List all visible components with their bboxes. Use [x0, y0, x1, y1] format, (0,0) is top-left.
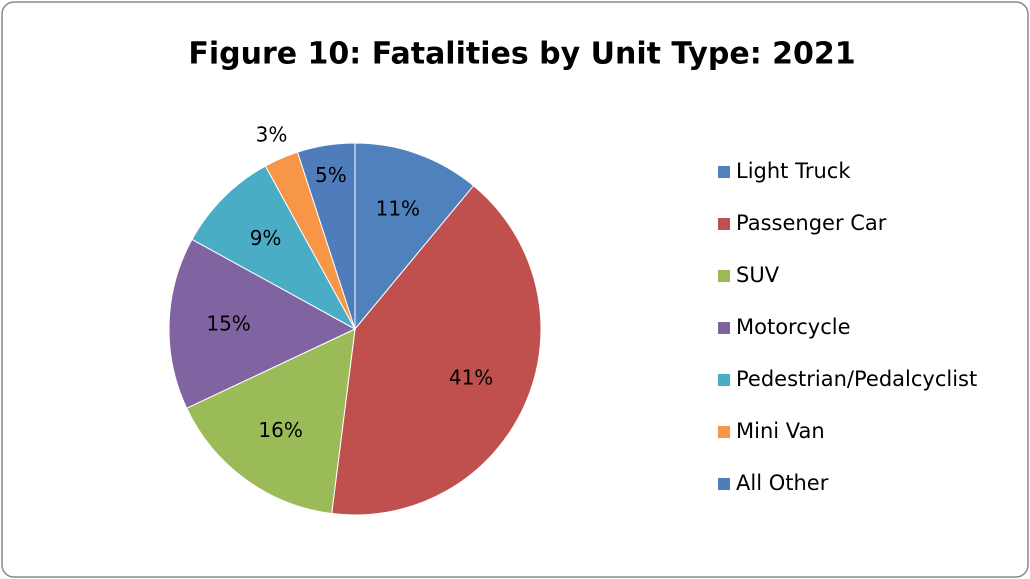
- pie-slice: [186, 328, 356, 515]
- legend-label: Light Truck: [736, 159, 851, 183]
- pie-slice: [354, 142, 475, 331]
- data-label: 5%: [315, 163, 347, 187]
- data-label: 3%: [256, 123, 288, 147]
- legend-swatch: [718, 270, 730, 282]
- legend-swatch: [718, 478, 730, 490]
- data-label: 11%: [376, 196, 420, 220]
- legend-label: Mini Van: [736, 419, 825, 443]
- legend-label: Pedestrian/Pedalcyclist: [736, 367, 977, 391]
- legend-swatch: [718, 218, 730, 230]
- data-label: 15%: [206, 312, 250, 336]
- chart-title: Figure 10: Fatalities by Unit Type: 2021: [188, 37, 855, 72]
- data-label: 16%: [258, 418, 302, 442]
- pie-slice: [168, 238, 357, 409]
- data-label: 9%: [250, 226, 282, 250]
- data-label: 41%: [449, 366, 493, 390]
- legend-label: All Other: [736, 471, 829, 495]
- pie-slice: [296, 142, 356, 330]
- legend-label: SUV: [736, 263, 780, 287]
- legend-label: Motorcycle: [736, 315, 851, 339]
- legend-label: Passenger Car: [736, 211, 887, 235]
- legend-swatch: [718, 322, 730, 334]
- legend-swatch: [718, 426, 730, 438]
- legend-swatch: [718, 166, 730, 178]
- pie-slice: [331, 184, 542, 516]
- pie-slice: [191, 165, 357, 331]
- legend-swatch: [718, 374, 730, 386]
